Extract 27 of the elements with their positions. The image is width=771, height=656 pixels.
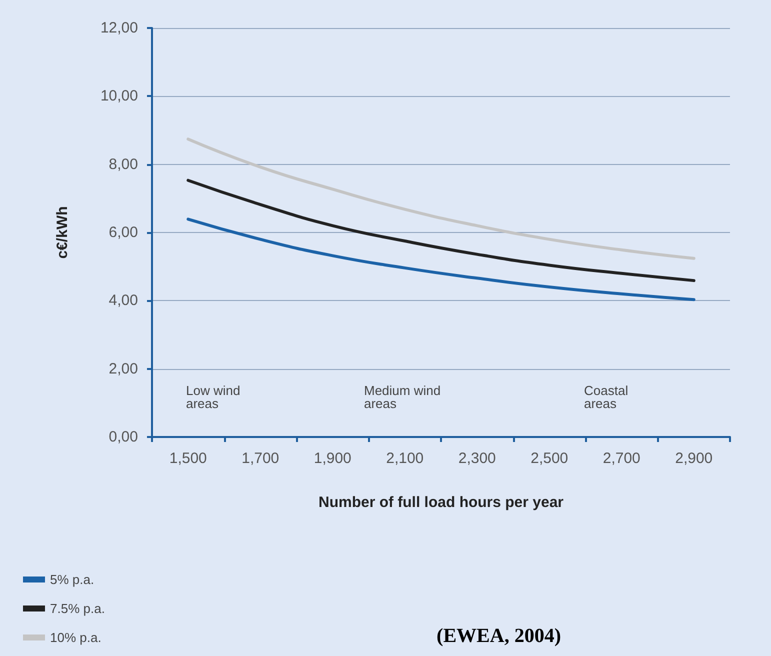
y-tick-label: 12,00	[100, 20, 138, 36]
x-tick-label: 2,100	[386, 450, 424, 467]
y-tick-label: 0,00	[108, 428, 138, 446]
line-series	[186, 218, 696, 302]
y-tick-label: 4,00	[108, 292, 138, 310]
x-tick-label: 2,900	[675, 450, 713, 467]
x-axis-title: Number of full load hours per year	[318, 494, 564, 511]
annotation: Low wind areas	[186, 383, 240, 411]
legend-label: 7.5% p.a.	[50, 601, 105, 616]
x-tick-label: 2,300	[458, 450, 496, 467]
text: (EWEA, 2004)	[436, 625, 562, 647]
x-tick-label: 2,500	[530, 450, 568, 467]
y-tick-label: 2,00	[108, 360, 138, 378]
y-axis-title: c€/kWh	[54, 206, 71, 259]
y-tick-label: 10,00	[100, 88, 138, 105]
x-tick-label: 1,900	[314, 450, 352, 467]
y-tick-label: 8,00	[108, 156, 138, 173]
legend-label: 5% p.a.	[50, 572, 94, 587]
x-tick-label: 1,700	[242, 450, 280, 467]
line-series	[186, 178, 696, 282]
x-tick-label: 2,700	[602, 450, 640, 467]
annotation: Coastal areas	[584, 383, 628, 411]
x-tick-label: 1,500	[169, 450, 207, 467]
annotation: Medium wind areas	[364, 383, 441, 411]
y-tick-label: 6,00	[108, 224, 138, 241]
line-series	[186, 138, 696, 260]
legend-label: 10% p.a.	[50, 630, 102, 645]
